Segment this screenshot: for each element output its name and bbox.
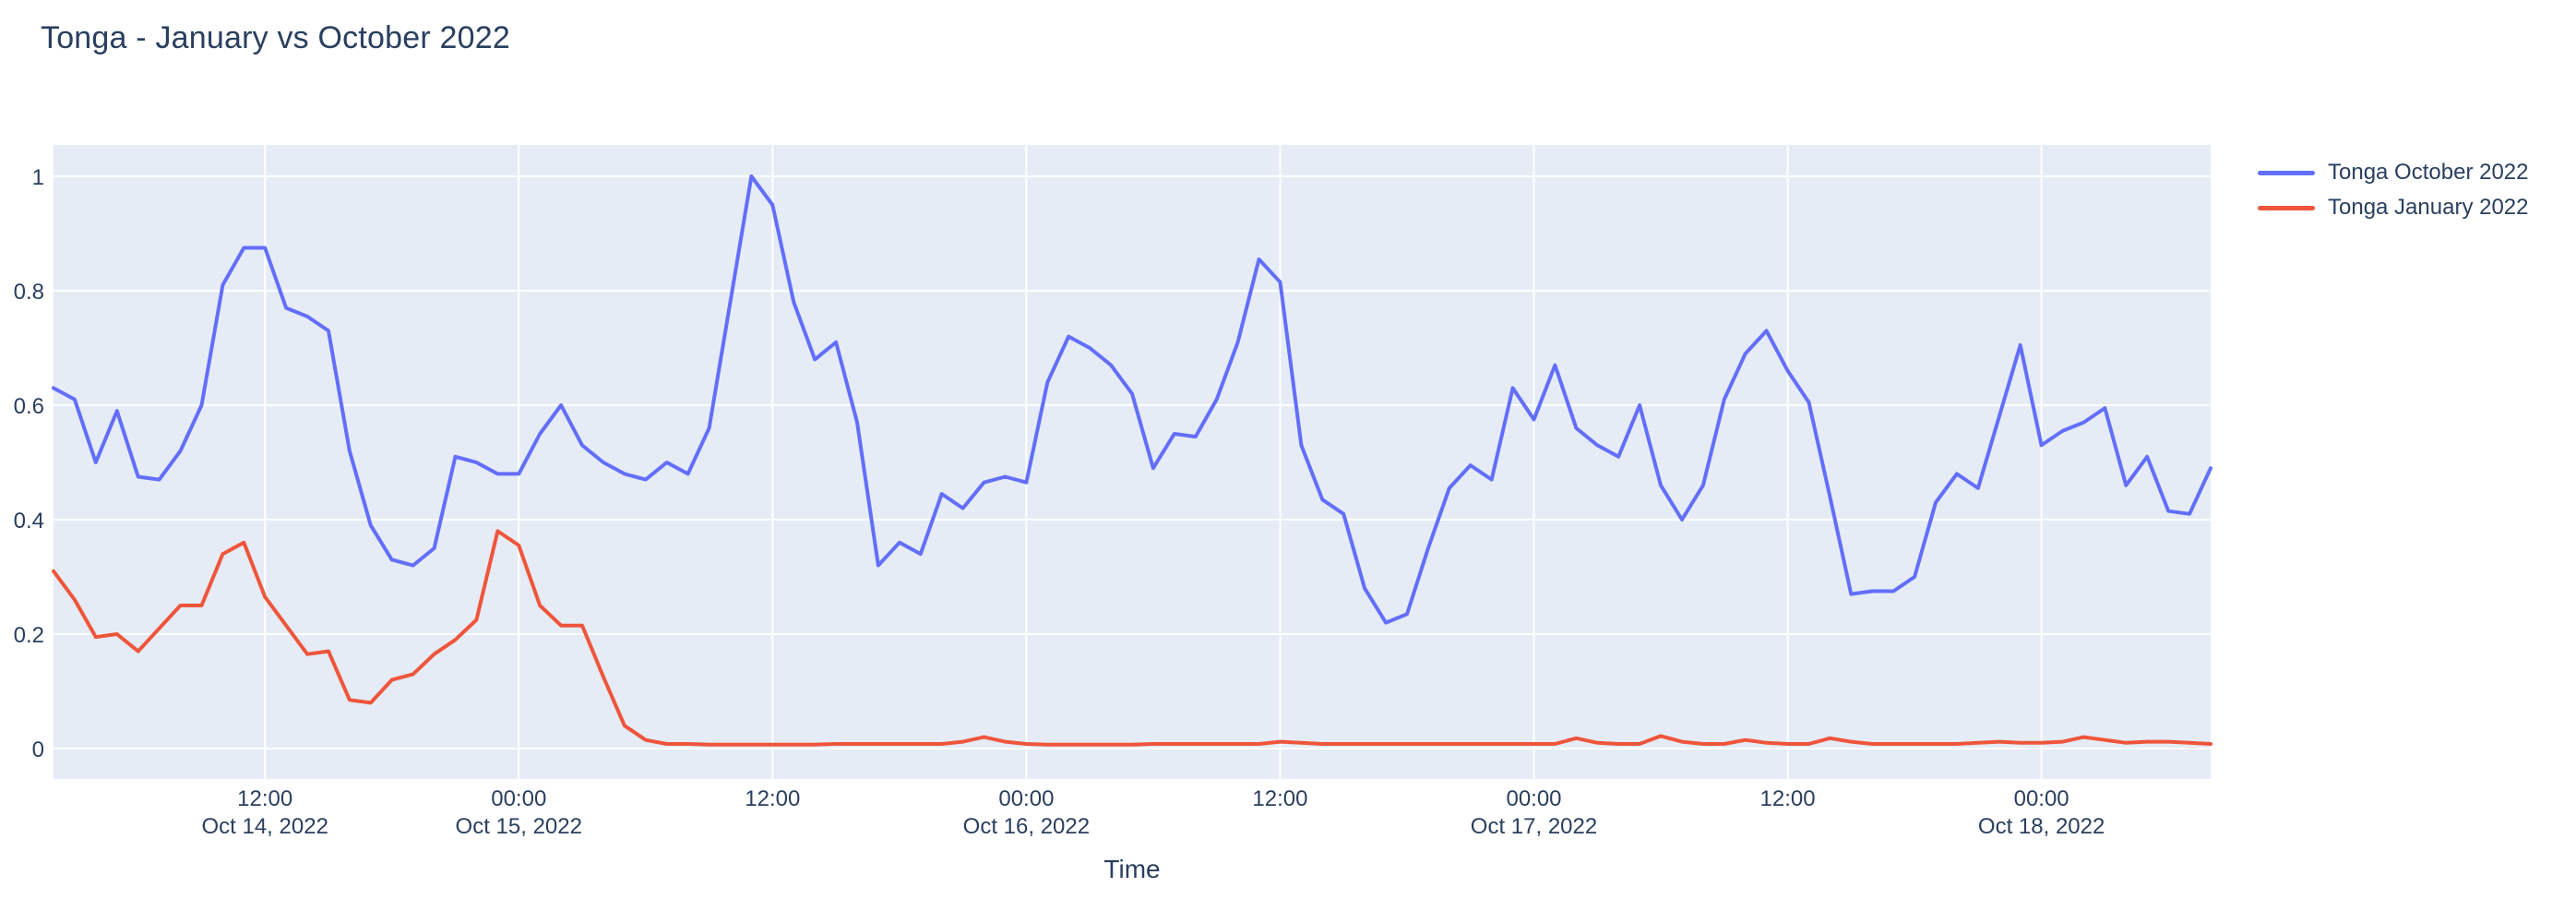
legend: Tonga October 2022 Tonga January 2022 <box>2258 155 2529 225</box>
x-tick-time-label: 12:00 <box>1252 786 1307 811</box>
x-tick-time-label: 12:00 <box>745 786 800 811</box>
x-tick-time-label: 00:00 <box>998 786 1054 811</box>
legend-swatch-january <box>2258 205 2315 210</box>
x-tick-time-label: 00:00 <box>2014 786 2069 811</box>
x-tick-date-label: Oct 14, 2022 <box>201 814 328 839</box>
legend-item-january[interactable]: Tonga January 2022 <box>2258 190 2529 225</box>
chart-title: Tonga - January vs October 2022 <box>41 20 510 55</box>
x-tick-time-label: 12:00 <box>237 786 292 811</box>
legend-label-january: Tonga January 2022 <box>2328 195 2529 220</box>
series-line-tonga-october-2022[interactable] <box>52 174 2212 625</box>
legend-item-october[interactable]: Tonga October 2022 <box>2258 155 2529 190</box>
y-tick-label: 0.2 <box>14 623 44 648</box>
plot-background <box>54 145 2211 779</box>
legend-label-october: Tonga October 2022 <box>2328 160 2529 185</box>
series-line-tonga-january-2022[interactable] <box>52 529 2212 747</box>
y-tick-label: 0.8 <box>14 280 44 305</box>
y-tick-label: 0.6 <box>14 394 44 419</box>
x-tick-date-label: Oct 15, 2022 <box>456 814 582 839</box>
legend-swatch-october <box>2258 170 2315 175</box>
x-tick-date-label: Oct 17, 2022 <box>1471 814 1597 839</box>
y-tick-label: 0.4 <box>14 509 44 533</box>
x-tick-date-label: Oct 18, 2022 <box>1978 814 2105 839</box>
x-tick-date-label: Oct 16, 2022 <box>963 814 1090 839</box>
x-tick-time-label: 00:00 <box>1506 786 1561 811</box>
x-tick-time-label: 12:00 <box>1760 786 1816 811</box>
x-tick-time-label: 00:00 <box>491 786 546 811</box>
x-axis-title: Time <box>1103 855 1161 883</box>
y-tick-label: 0 <box>32 737 44 762</box>
y-tick-label: 1 <box>32 165 44 190</box>
